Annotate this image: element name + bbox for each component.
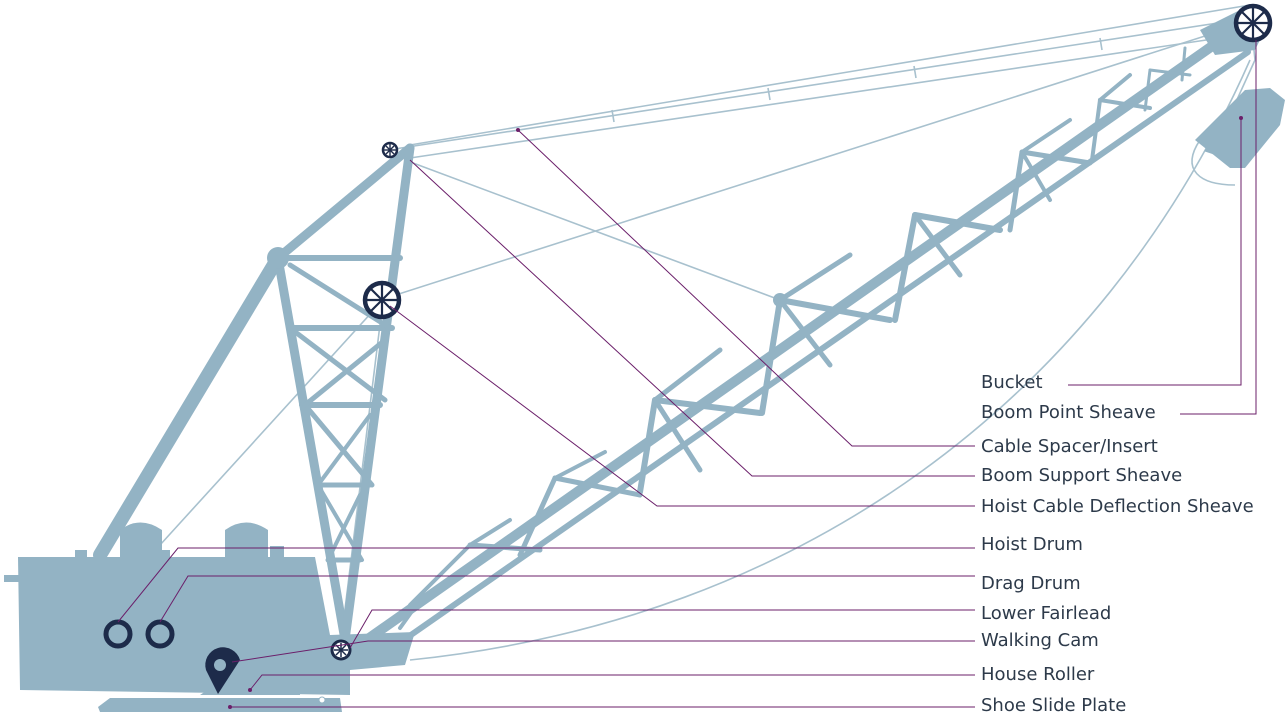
hoist-cable-deflection-sheave-icon — [362, 280, 402, 320]
mast-joint — [267, 247, 289, 269]
label-hoist-drum: Hoist Drum — [981, 534, 1083, 555]
boom-support-sheave-icon — [381, 141, 399, 159]
label-lower-fairlead: Lower Fairlead — [981, 603, 1112, 624]
cable-spacers — [611, 37, 1103, 123]
label-house-roller: House Roller — [981, 664, 1095, 685]
cables — [159, 4, 1271, 661]
boom-joint — [773, 293, 787, 307]
label-hoist-cable-deflection-sheave: Hoist Cable Deflection Sheave — [981, 496, 1254, 517]
leader-lines — [117, 40, 1257, 708]
leader-dots — [228, 116, 1243, 709]
label-boom-support-sheave: Boom Support Sheave — [981, 465, 1183, 486]
boom-point-sheave-icon — [1233, 3, 1273, 43]
label-boom-point-sheave: Boom Point Sheave — [981, 402, 1156, 423]
label-drag-drum: Drag Drum — [981, 573, 1081, 594]
label-shoe-slide-plate: Shoe Slide Plate — [981, 695, 1127, 716]
bucket — [1195, 88, 1285, 168]
label-bucket: Bucket — [981, 372, 1043, 393]
label-cable-spacer-insert: Cable Spacer/Insert — [981, 436, 1158, 457]
walking-cam-icon — [205, 647, 240, 694]
label-walking-cam: Walking Cam — [981, 630, 1099, 651]
boom — [350, 25, 1251, 663]
